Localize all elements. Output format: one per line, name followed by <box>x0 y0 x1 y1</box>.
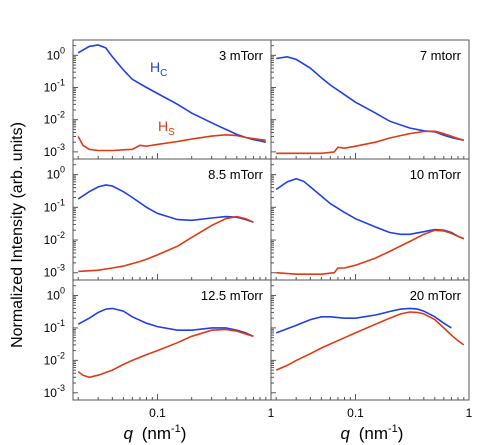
x-axis-unit: (nm <box>142 424 171 443</box>
series-hc-line <box>77 184 254 223</box>
panel-3: 10 mTorr <box>270 158 470 281</box>
x-tick-label: 1 <box>466 406 473 420</box>
series-hc-line <box>276 55 464 141</box>
x-axis-unit-exp: -1 <box>388 423 398 435</box>
panel-pressure-label: 10 mTorr <box>410 167 462 182</box>
x-axis-label-left: q (nm-1) <box>124 423 187 443</box>
y-tick-label: 10-3 <box>44 263 65 280</box>
series-hs-annotation: HS <box>158 118 175 138</box>
panel-pressure-label: 8.5 mTorr <box>208 167 264 182</box>
series-hs-line <box>275 311 465 371</box>
series-hs-line <box>276 130 465 155</box>
series-hc-annotation: HC <box>150 59 167 79</box>
x-axis-unit-close: ) <box>398 424 404 443</box>
y-tick-label: 10-2 <box>44 230 65 247</box>
panel-pressure-label: 7 mtorr <box>420 48 462 63</box>
panel-pressure-label: 12.5 mTorr <box>201 288 264 303</box>
y-tick-label: 10-1 <box>44 197 65 214</box>
panel-pressure-label: 20 mTorr <box>410 288 462 303</box>
panel-5: 0.1 1 20 mTorr <box>270 279 473 420</box>
panel-frame <box>270 279 470 401</box>
x-axis-symbol: q <box>124 424 134 443</box>
x-axis-label-right: q (nm-1) <box>341 423 404 443</box>
y-tick-label: 100 <box>47 45 65 62</box>
y-tick-label: 10-2 <box>44 350 65 367</box>
panel-0: 100 10-1 10-2 10-3 3 mTorr HC HS <box>44 39 272 160</box>
x-tick-label: 0.1 <box>149 406 166 420</box>
y-tick-label: 10-3 <box>44 383 65 400</box>
series-hc-line <box>77 307 254 338</box>
y-tick-label: 100 <box>47 165 65 182</box>
series-hs-line <box>77 133 266 152</box>
x-axis-symbol: q <box>341 424 351 443</box>
x-axis-unit: (nm <box>359 424 388 443</box>
x-axis-unit-exp: -1 <box>171 423 181 435</box>
y-tick-label: 100 <box>47 285 65 302</box>
x-tick-label: 1 <box>268 406 275 420</box>
panel-2: 100 10-1 10-2 10-3 8.5 mTorr <box>44 158 272 281</box>
y-tick-label: 10-3 <box>44 142 65 159</box>
series-hs-line <box>276 229 465 275</box>
y-tick-label: 10-1 <box>44 318 65 335</box>
series-hc-line <box>275 307 452 334</box>
y-axis-label: Normalized Intensity (arb. units) <box>9 122 26 348</box>
panel-4: 100 10-1 10-2 10-3 0.1 1 12.5 mTorr <box>44 279 275 420</box>
series-hs-line <box>77 328 254 379</box>
panel-1: 7 mtorr <box>270 39 470 160</box>
x-tick-label: 0.1 <box>347 406 364 420</box>
panel-grid: 100 10-1 10-2 10-3 3 mTorr HC HS 7 mtorr 100 10-1… <box>44 39 473 420</box>
series-hs-line <box>78 215 254 273</box>
y-tick-label: 10-2 <box>44 110 65 127</box>
panel-pressure-label: 3 mTorr <box>219 48 264 63</box>
x-axis-unit-close: ) <box>181 424 187 443</box>
y-tick-label: 10-1 <box>44 78 65 95</box>
